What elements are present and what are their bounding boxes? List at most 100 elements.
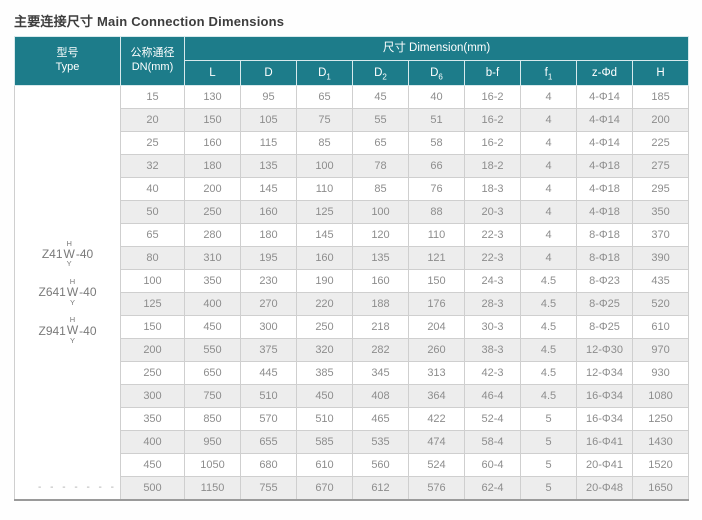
column-header-D6: D6 [408,60,465,86]
dim-value: 670 [296,476,353,500]
dim-value: 125 [296,200,353,224]
type-cell: Z41 H W Y -40 Z641 H W Y -40 Z941 H W Y -40 - - - - - -… [14,85,121,501]
dim-value: 60-4 [464,453,521,477]
table-row: 80 310 195 160 135 121 22-3 4 8-Φ18 390 [15,246,690,270]
dim-value: 204 [408,315,465,339]
dim-value: 185 [631,85,690,109]
dim-value: 160 [352,269,409,293]
dn-value: 25 [120,131,185,155]
dim-value: 474 [408,430,465,454]
dim-value: 225 [631,131,690,155]
dim-value: 46-4 [464,384,521,408]
dn-value: 350 [120,407,185,431]
dim-value: 121 [408,246,465,270]
dim-value: 650 [184,361,241,385]
dim-value: 20-Φ48 [576,476,633,500]
dn-value: 500 [120,476,185,500]
dim-value: 180 [240,223,297,247]
model-designation: Z41 H W Y -40 [41,238,94,269]
dim-value: 4 [520,200,577,224]
dn-value: 250 [120,361,185,385]
dim-value: 18-2 [464,154,521,178]
dim-value: 190 [296,269,353,293]
column-header-z-d: z-Φd [576,60,633,86]
dn-label-en: DN(mm) [131,61,174,73]
dim-value: 55 [352,108,409,132]
dim-value: 28-3 [464,292,521,316]
dim-value: 176 [408,292,465,316]
dim-value: 180 [184,154,241,178]
dim-value: 45 [352,85,409,109]
dim-value: 1150 [184,476,241,500]
dim-value: 188 [352,292,409,316]
dim-value: 78 [352,154,409,178]
column-header-D: D [240,60,297,86]
dim-value: 260 [408,338,465,362]
dim-value: 135 [240,154,297,178]
dim-value: 450 [296,384,353,408]
dn-value: 125 [120,292,185,316]
dim-value: 310 [184,246,241,270]
dn-value: 450 [120,453,185,477]
table-row: 100 350 230 190 160 150 24-3 4.5 8-Φ23 435 [15,269,690,293]
dim-value: 585 [296,430,353,454]
dim-value: 51 [408,108,465,132]
dim-value: 12-Φ34 [576,361,633,385]
dim-value: 160 [184,131,241,155]
dn-value: 200 [120,338,185,362]
dim-value: 450 [184,315,241,339]
dim-value: 970 [631,338,690,362]
table-row: 500 1150 755 670 612 576 62-4 5 20-Φ48 1650 [15,476,690,500]
dim-value: 218 [352,315,409,339]
dim-value: 313 [408,361,465,385]
table-row: 20 150 105 75 55 51 16-2 4 4-Φ14 200 [15,108,690,132]
dim-value: 62-4 [464,476,521,500]
dim-value: 408 [352,384,409,408]
dim-value: 550 [184,338,241,362]
dn-value: 65 [120,223,185,247]
dim-value: 4 [520,131,577,155]
dim-value: 1430 [631,430,690,454]
dn-value: 50 [120,200,185,224]
dim-value: 270 [240,292,297,316]
dim-value: 95 [240,85,297,109]
dim-value: 220 [296,292,353,316]
dim-value: 16-2 [464,85,521,109]
dim-value: 100 [296,154,353,178]
table-row: Z41 H W Y -40 Z641 H W Y -40 Z941 H W Y -40 - - - - - -… [14,85,690,501]
dim-value: 5 [520,476,577,500]
table-row: 40 200 145 110 85 76 18-3 4 4-Φ18 295 [15,177,690,201]
table-row: 400 950 655 585 535 474 58-4 5 16-Φ41 1430 [15,430,690,454]
dim-value: 12-Φ30 [576,338,633,362]
dim-value: 58-4 [464,430,521,454]
dim-value: 16-2 [464,108,521,132]
column-header-dimension: 尺寸 Dimension(mm) [183,36,690,61]
dim-value: 4-Φ18 [576,177,633,201]
dim-value: 570 [240,407,297,431]
dim-value: 30-3 [464,315,521,339]
dim-value: 655 [240,430,297,454]
model-designation: Z641 H W Y -40 [38,277,97,307]
dim-value: 576 [408,476,465,500]
page-title: 主要连接尺寸 Main Connection Dimensions [14,14,285,29]
dim-value: 750 [184,384,241,408]
dim-value: 145 [296,223,353,247]
dn-value: 300 [120,384,185,408]
header-row-top: 型号 Type 公称通径 DN(mm) 尺寸 Dimension(mm) [14,36,690,86]
table-row: 450 1050 680 610 560 524 60-4 5 20-Φ41 1520 [15,453,690,477]
dim-value: 4 [520,154,577,178]
table-row: 150 450 300 250 218 204 30-3 4.5 8-Φ25 610 [15,315,690,339]
dim-value: 5 [520,453,577,477]
dim-value: 280 [184,223,241,247]
dim-value: 200 [631,108,690,132]
dim-value: 1520 [631,453,690,477]
dim-value: 520 [631,292,690,316]
dim-value: 200 [184,177,241,201]
dim-value: 150 [184,108,241,132]
dim-value: 150 [408,269,465,293]
dim-value: 135 [352,246,409,270]
dim-value: 4 [520,85,577,109]
column-header-D2: D2 [352,60,409,86]
